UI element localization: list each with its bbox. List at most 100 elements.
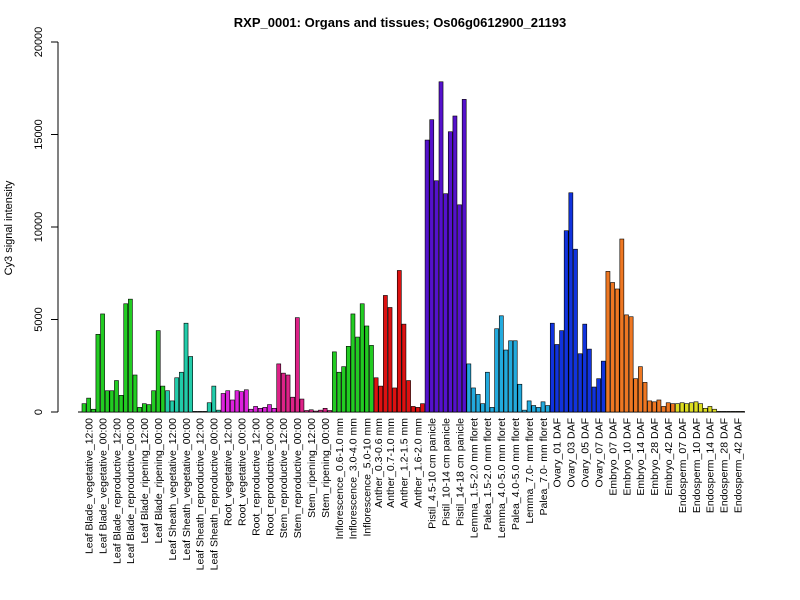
bar [271, 407, 277, 413]
bar [406, 380, 411, 413]
bar [290, 396, 295, 413]
bar [675, 403, 680, 413]
bar [485, 371, 490, 413]
bar [577, 353, 583, 413]
bar [489, 407, 495, 413]
bar [392, 387, 397, 413]
bar [114, 380, 119, 413]
x-tick-label: Embryo_42 DAF [663, 418, 675, 496]
bar [267, 404, 272, 413]
x-tick-label: Pistil_14-18 cm panicle [454, 418, 466, 526]
y-tick-label: 15000 [33, 119, 45, 150]
bar [480, 403, 486, 413]
bar [707, 406, 713, 413]
bar [118, 395, 124, 413]
bar [740, 411, 745, 413]
bar [378, 385, 384, 413]
y-tick-label: 0 [33, 409, 45, 415]
bar [141, 403, 147, 413]
bar [160, 385, 166, 413]
bar [508, 340, 513, 413]
bar [123, 303, 129, 413]
bar [322, 407, 328, 413]
x-tick-label: Ovary_07 DAF [593, 418, 605, 487]
bar [248, 408, 254, 413]
x-tick-label: Stem_ripening_00:00 [320, 418, 332, 518]
bar [220, 393, 226, 413]
bar [568, 192, 574, 413]
bar [383, 295, 388, 413]
bar [132, 374, 138, 413]
bar [693, 401, 699, 413]
x-tick-label: Lemma_1.5-2.0 mm floret [468, 418, 480, 538]
x-tick-label: Inflorescence_0.6-1.0 mm [334, 418, 346, 540]
bar [526, 400, 532, 413]
bar [549, 322, 555, 413]
bar [146, 404, 152, 413]
bar [100, 313, 105, 413]
bar [619, 238, 625, 413]
bar [230, 399, 235, 413]
bar [345, 346, 351, 413]
bars [81, 81, 745, 413]
bar [434, 180, 439, 413]
bar [239, 391, 244, 413]
bar [656, 399, 662, 413]
bar [438, 81, 444, 413]
bar [327, 410, 333, 413]
bar [517, 383, 523, 413]
bar [355, 336, 360, 413]
bar [359, 303, 365, 413]
bar [457, 204, 462, 413]
bar [294, 317, 300, 413]
bar [512, 340, 518, 413]
x-tick-label: Inflorescence_3.0-4.0 mm [348, 418, 360, 540]
bar [243, 389, 249, 413]
bar [90, 408, 96, 413]
x-tick-label: Stem_reproductive_00:00 [292, 418, 304, 538]
bar [679, 402, 685, 413]
x-tick-label: Leaf Blade_reproductive_00:00 [125, 418, 137, 564]
bar [689, 402, 694, 413]
x-tick-label: Anther_0.3-0.6 mm [373, 418, 385, 508]
bar [396, 270, 402, 413]
bar [216, 409, 221, 413]
x-tick-label: Ovary_01 DAF [552, 418, 564, 487]
bar [716, 411, 722, 413]
bar [573, 248, 578, 413]
bar [531, 405, 537, 413]
bar [554, 344, 560, 413]
bar [735, 411, 741, 413]
bar [341, 366, 346, 413]
bar [698, 403, 703, 413]
bar [128, 298, 133, 413]
bar [712, 408, 717, 413]
bar [503, 349, 509, 413]
x-tick-label: Leaf Blade_vegetative_00:00 [97, 418, 109, 554]
bar [234, 390, 240, 413]
bar [638, 366, 643, 413]
bar [410, 406, 416, 413]
bar [299, 398, 305, 413]
bar [466, 363, 472, 413]
bar [332, 351, 337, 413]
bar [624, 314, 629, 413]
bar [628, 316, 634, 413]
bar [151, 390, 156, 413]
x-tick-label: Root_vegetative_00:00 [236, 418, 248, 526]
bar [253, 406, 258, 413]
bar [197, 411, 203, 413]
bar [730, 411, 736, 413]
x-tick-label: Ovary_03 DAF [566, 418, 578, 487]
bar [304, 410, 309, 413]
x-tick-label: Root_reproductive_00:00 [264, 418, 276, 536]
x-tick-label: Leaf Blade_ripening_12:00 [139, 418, 151, 544]
bar [443, 193, 448, 413]
y-axis: 0 5000 10000 15000 20000 [33, 27, 59, 415]
bar [651, 401, 657, 413]
bar [95, 333, 101, 413]
x-tick-label: Anther_0.7-1.0 mm [385, 418, 397, 508]
x-tick-label: Palea_7.0- mm floret [538, 418, 550, 516]
bar [369, 345, 374, 413]
x-tick-label: Stem_ripening_12:00 [306, 418, 318, 518]
